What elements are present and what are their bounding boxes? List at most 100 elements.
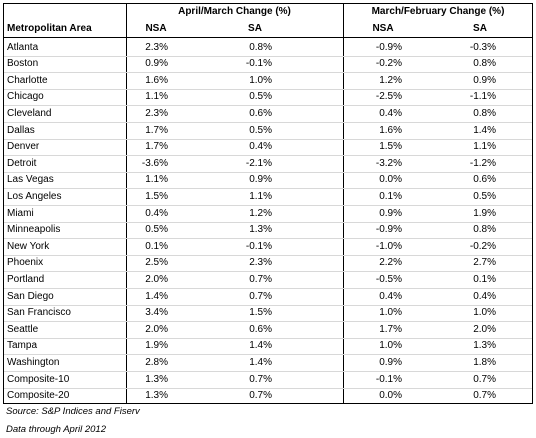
row-line [4, 238, 532, 239]
row-label: Minneapolis [7, 224, 61, 236]
cell: 2.0% [145, 323, 168, 335]
cell: 0.5% [473, 190, 496, 202]
cell: 0.9% [145, 58, 168, 70]
cell: 1.6% [145, 74, 168, 86]
row-line [4, 388, 532, 389]
border [3, 37, 533, 38]
cell: 1.5% [379, 141, 402, 153]
row-line [4, 188, 532, 189]
row-label: New York [7, 240, 50, 252]
cell: 1.0% [473, 307, 496, 319]
row-label: San Diego [7, 290, 54, 302]
column-header: NSA [372, 23, 394, 34]
cell: 0.7% [249, 273, 272, 285]
cell: 2.8% [145, 356, 168, 368]
cell: 0.1% [473, 273, 496, 285]
cell: -0.3% [469, 41, 496, 53]
cell: 0.8% [473, 107, 496, 119]
row-label: Detroit [7, 157, 37, 169]
cell: 0.9% [379, 207, 402, 219]
row-line [4, 305, 532, 306]
cell: 0.4% [473, 290, 496, 302]
group-header: April/March Change (%) [178, 6, 291, 17]
row-label: Dallas [7, 124, 35, 136]
cell: -0.1% [245, 240, 272, 252]
cell: 2.3% [145, 107, 168, 119]
cell: -1.0% [375, 240, 402, 252]
column-header: SA [473, 23, 487, 34]
row-line [4, 89, 532, 90]
cell: 1.6% [379, 124, 402, 136]
cell: 0.7% [249, 390, 272, 402]
cell: 0.9% [379, 356, 402, 368]
row-label: Seattle [7, 323, 39, 335]
cell: -2.5% [375, 91, 402, 103]
row-label: Charlotte [7, 74, 48, 86]
column-header: SA [248, 23, 262, 34]
cell: 0.7% [473, 373, 496, 385]
row-label: Atlanta [7, 41, 39, 53]
cell: 1.5% [249, 307, 272, 319]
cell: 2.0% [145, 273, 168, 285]
row-line [4, 338, 532, 339]
border [126, 3, 127, 403]
cell: 2.3% [249, 257, 272, 269]
cell: 1.3% [145, 373, 168, 385]
row-line [4, 72, 532, 73]
row-line [4, 155, 532, 156]
cell: 0.7% [249, 373, 272, 385]
cell: 1.3% [473, 340, 496, 352]
note: Source: S&P Indices and Fiserv [6, 406, 140, 417]
cell: 1.1% [249, 190, 272, 202]
cell: 1.7% [145, 124, 168, 136]
cell: 1.3% [145, 390, 168, 402]
cell: 1.7% [145, 141, 168, 153]
row-label: Los Angeles [7, 190, 62, 202]
cell: 0.8% [473, 224, 496, 236]
cell: 1.4% [473, 124, 496, 136]
row-line [4, 354, 532, 355]
cell: 1.9% [473, 207, 496, 219]
cell: 1.4% [145, 290, 168, 302]
cell: 1.0% [379, 340, 402, 352]
cell: -0.5% [375, 273, 402, 285]
cell: 0.0% [379, 390, 402, 402]
cell: 1.9% [145, 340, 168, 352]
border [343, 3, 344, 403]
cell: -0.1% [375, 373, 402, 385]
row-label: Denver [7, 141, 40, 153]
cell: 2.2% [379, 257, 402, 269]
row-label: Miami [7, 207, 34, 219]
row-line [4, 321, 532, 322]
cell: -1.1% [469, 91, 496, 103]
row-label: Phoenix [7, 257, 44, 269]
border [3, 3, 533, 4]
cell: 2.7% [473, 257, 496, 269]
row-label: Tampa [7, 340, 38, 352]
note: Data through April 2012 [6, 424, 106, 435]
cell: 1.4% [249, 356, 272, 368]
row-label: Cleveland [7, 107, 52, 119]
cell: -2.1% [245, 157, 272, 169]
cell: 0.1% [145, 240, 168, 252]
cell: 0.8% [473, 58, 496, 70]
row-line [4, 371, 532, 372]
cell: 1.0% [379, 307, 402, 319]
cell: -0.2% [469, 240, 496, 252]
cell: 0.4% [145, 207, 168, 219]
cell: 1.2% [379, 74, 402, 86]
cell: -3.2% [375, 157, 402, 169]
row-line [4, 172, 532, 173]
border [532, 3, 533, 403]
row-line [4, 255, 532, 256]
row-label: San Francisco [7, 307, 71, 319]
cell: 0.7% [249, 290, 272, 302]
cell: 1.2% [249, 207, 272, 219]
cell: 0.1% [379, 190, 402, 202]
cell: 0.6% [473, 174, 496, 186]
row-label: Portland [7, 273, 45, 285]
row-label: Composite-20 [7, 390, 70, 402]
cell: 0.6% [249, 323, 272, 335]
cell: 1.0% [249, 74, 272, 86]
